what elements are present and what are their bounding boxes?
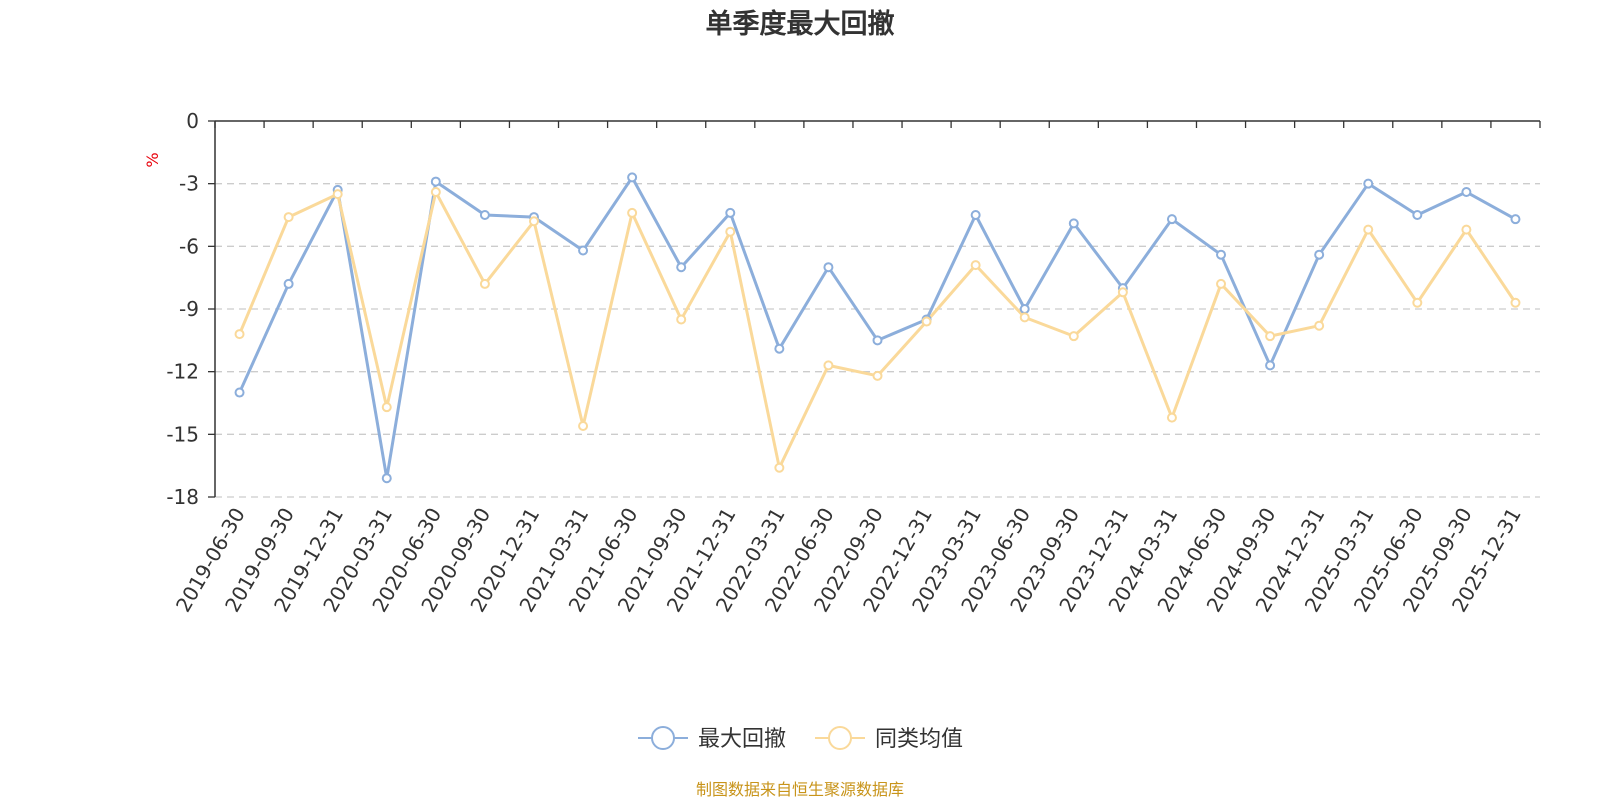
y-tick-label: -6 — [179, 234, 199, 258]
data-point-2 — [1216, 278, 1227, 289]
data-point-1 — [1068, 218, 1079, 229]
data-point-1 — [872, 335, 883, 346]
data-point-1 — [479, 210, 490, 220]
data-point-1 — [1412, 210, 1423, 220]
data-point-2 — [283, 212, 294, 223]
data-point-1 — [823, 262, 834, 273]
y-tick-labels: 0 -3 -6 -9 -12 -15 -18 — [166, 109, 199, 509]
series-line-2 — [238, 190, 1517, 470]
data-point-1 — [1265, 360, 1276, 371]
source-note: 制图数据来自恒生聚源数据库 — [696, 780, 904, 799]
chart-title: 单季度最大回撤 — [706, 8, 895, 40]
data-point-1 — [578, 245, 589, 256]
y-tick-label: -18 — [166, 485, 199, 509]
data-point-1 — [1461, 187, 1472, 198]
data-point-2 — [1019, 312, 1030, 323]
data-point-2 — [1117, 287, 1128, 298]
data-point-1 — [1166, 214, 1177, 225]
y-tick-label: 0 — [186, 109, 199, 133]
data-point-2 — [774, 462, 785, 473]
data-point-2 — [1314, 320, 1325, 331]
data-point-2 — [1363, 224, 1374, 235]
data-point-1 — [234, 387, 245, 398]
data-point-1 — [627, 172, 638, 183]
data-point-2 — [1412, 297, 1423, 308]
data-point-2 — [1510, 297, 1521, 308]
data-point-1 — [283, 278, 294, 289]
data-point-1 — [676, 262, 687, 273]
axes — [208, 120, 1541, 498]
data-point-2 — [1461, 224, 1472, 235]
legend-label: 最大回撤 — [698, 727, 786, 752]
data-point-2 — [676, 314, 687, 325]
data-point-2 — [578, 420, 589, 431]
legend-marker — [828, 726, 852, 750]
data-point-1 — [1363, 178, 1374, 189]
data-point-2 — [234, 329, 245, 340]
data-point-2 — [970, 260, 981, 271]
data-point-1 — [725, 207, 736, 218]
data-point-2 — [823, 360, 834, 371]
data-point-2 — [1068, 331, 1079, 342]
data-point-1 — [430, 176, 441, 187]
data-point-2 — [430, 187, 441, 198]
data-point-2 — [528, 216, 539, 227]
data-point-2 — [1166, 412, 1177, 423]
y-tick-label: -12 — [166, 360, 199, 384]
series-group — [234, 172, 1521, 484]
x-tick-labels: 2019-06-302019-09-302019-12-312020-03-31… — [171, 504, 1526, 617]
y-tick-label: -15 — [166, 422, 199, 446]
data-point-2 — [332, 189, 343, 200]
data-point-1 — [1216, 249, 1227, 260]
data-point-1 — [381, 473, 392, 484]
grid-lines — [215, 183, 1540, 498]
data-point-2 — [725, 226, 736, 237]
legend-item-1[interactable]: 最大回撤 — [638, 726, 786, 752]
data-point-2 — [872, 370, 883, 381]
data-point-1 — [1510, 214, 1521, 225]
data-point-1 — [1314, 249, 1325, 260]
legend-marker — [651, 726, 675, 750]
data-point-1 — [774, 343, 785, 354]
y-tick-label: -9 — [179, 297, 199, 321]
data-point-2 — [479, 278, 490, 289]
legend-item-2[interactable]: 同类均值 — [815, 726, 963, 752]
data-point-2 — [627, 207, 638, 218]
y-axis-unit: % — [143, 152, 162, 167]
legend[interactable]: 最大回撤 同类均值 — [638, 726, 963, 752]
series-line-1 — [238, 175, 1517, 480]
y-tick-label: -3 — [179, 172, 199, 196]
data-point-1 — [1019, 304, 1030, 314]
data-point-1 — [970, 210, 981, 220]
data-point-2 — [1265, 331, 1276, 342]
data-point-2 — [921, 316, 932, 327]
data-point-2 — [381, 402, 392, 413]
legend-label: 同类均值 — [875, 727, 963, 752]
